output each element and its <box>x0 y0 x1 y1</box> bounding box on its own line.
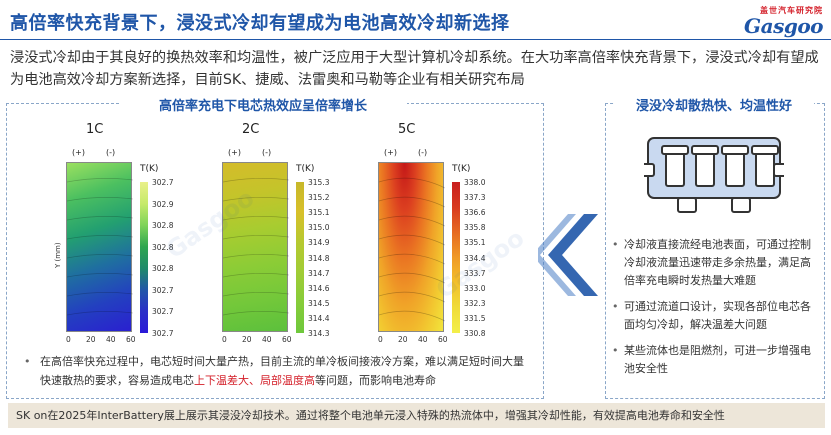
colorbar-tick-label: 302.7 <box>152 307 174 317</box>
colorbar-tick-label: 333.0 <box>464 283 486 293</box>
footer-bar: SK on在2025年InterBattery展上展示其浸没冷却技术。通过将整个… <box>8 403 825 428</box>
negative-terminal-label: (-) <box>262 148 272 157</box>
colorbar-tick-label: 302.7 <box>152 329 174 338</box>
positive-terminal-label: (+) <box>72 148 85 157</box>
x-tick-label: 20 <box>242 335 252 344</box>
colorbar-tick-label: 338.0 <box>464 178 486 187</box>
colorbar-tick-label: 302.8 <box>152 242 174 252</box>
x-tick-label: 0 <box>378 335 383 344</box>
left-bullet-text-b: 等问题，而影响电池寿命 <box>315 374 436 387</box>
left-panel-heading: 高倍率充电下电芯热效应呈倍率增长 <box>119 95 407 114</box>
page-title: 高倍率快充背景下，浸没式冷却有望成为电池高效冷却新选择 <box>10 13 510 34</box>
left-bullet-highlight: 上下温差大、局部温度高 <box>194 374 315 387</box>
colorbar-tick-label: 315.1 <box>308 208 330 218</box>
negative-terminal-label: (-) <box>106 148 116 157</box>
negative-terminal-label: (-) <box>418 148 428 157</box>
logo-subtitle: 盖世汽车研究院 <box>760 6 823 15</box>
colorbar-tick-label: 334.4 <box>464 253 486 263</box>
colorbar-tick-label: 333.7 <box>464 268 486 278</box>
heatmap-rate-label: 1C <box>86 122 104 137</box>
x-tick-label: 40 <box>106 335 116 344</box>
colorbar <box>452 182 460 333</box>
colorbar-tick-label: 302.7 <box>152 285 174 295</box>
heatmap-rate-label: 5C <box>398 122 416 137</box>
colorbar-tick-label: 337.3 <box>464 193 486 203</box>
colorbar-tick-label: 314.4 <box>308 313 330 323</box>
x-tick-label: 20 <box>86 335 96 344</box>
colorbar <box>140 182 148 333</box>
left-bullet-text-a: 在高倍率快充过程中，电芯短时间大量产热，目前主流的单冷板间接液冷方案，难以满足短… <box>40 355 524 387</box>
title-rule <box>0 39 831 40</box>
colorbar-tick-label: 315.3 <box>308 178 330 187</box>
colorbar-unit-label: T(K) <box>140 164 159 174</box>
colorbar-tick-label: 302.8 <box>152 221 174 231</box>
colorbar-tick-label: 314.5 <box>308 298 330 308</box>
colorbar-tick-label: 335.1 <box>464 238 486 248</box>
heatmap-rate-label: 2C <box>242 122 260 137</box>
colorbar-tick-label: 302.7 <box>152 178 174 187</box>
gasgoo-logo: 盖世汽车研究院 Gasgoo <box>731 5 823 39</box>
colorbar-tick-label: 330.8 <box>464 329 486 338</box>
x-tick-label: 0 <box>66 335 71 344</box>
x-tick-label: 40 <box>418 335 428 344</box>
temperature-field <box>66 162 133 332</box>
right-bullet-3: 某些流体也是阻燃剂，可进一步增强电池安全性 <box>612 342 820 378</box>
colorbar-tick-label: 314.3 <box>308 329 330 338</box>
x-tick-label: 40 <box>262 335 272 344</box>
right-bullet-2: 可通过流道口设计，实现各部位电芯各面均匀冷却，解决温差大问题 <box>612 298 820 334</box>
x-tick-label: 0 <box>222 335 227 344</box>
colorbar-tick-label: 315.0 <box>308 223 330 233</box>
chevron-left-arrow-icon <box>538 214 598 296</box>
right-panel-heading: 浸没冷却散热快、均温性好 <box>614 95 814 114</box>
x-tick-label: 60 <box>126 335 136 344</box>
x-tick-label: 20 <box>398 335 408 344</box>
y-axis-label: Y (mm) <box>54 242 62 268</box>
colorbar-tick-label: 314.6 <box>308 283 330 293</box>
left-bullet: 在高倍率快充过程中，电芯短时间大量产热，目前主流的单冷板间接液冷方案，难以满足短… <box>24 352 534 390</box>
colorbar-tick-label: 302.9 <box>152 199 174 209</box>
colorbar-tick-label: 332.3 <box>464 298 486 308</box>
right-bullet-1: 冷却液直接流经电池表面，可通过控制冷却液流量迅速带走多余热量，满足高倍率充电瞬时… <box>612 236 820 290</box>
colorbar-unit-label: T(K) <box>296 164 315 174</box>
logo-wordmark: Gasgoo <box>744 14 823 38</box>
colorbar-unit-label: T(K) <box>452 164 471 174</box>
colorbar-tick-label: 335.8 <box>464 223 486 233</box>
colorbar-tick-label: 314.7 <box>308 268 330 278</box>
colorbar-tick-label: 314.9 <box>308 238 330 248</box>
temperature-field <box>378 162 445 332</box>
colorbar-tick-label: 331.5 <box>464 313 486 323</box>
colorbar-tick-label: 314.8 <box>308 253 330 263</box>
temperature-field <box>222 162 289 332</box>
colorbar <box>296 182 304 333</box>
heatmap-panel: 5C (+) (-) 0 20 40 60 T(K) 338.0 337.3 336.6 335.8 3… <box>368 118 518 346</box>
colorbar-tick-label: 315.2 <box>308 193 330 203</box>
immersion-battery-icon <box>644 137 784 213</box>
x-tick-label: 60 <box>282 335 292 344</box>
positive-terminal-label: (+) <box>384 148 397 157</box>
x-tick-label: 60 <box>438 335 448 344</box>
heatmap-panel: 1C (+) (-) Y (mm) 0 20 40 60 T(K) 302.7 302.9 302.8… <box>54 118 206 346</box>
right-bullet-list: 冷却液直接流经电池表面，可通过控制冷却液流量迅速带走多余热量，满足高倍率充电瞬时… <box>612 236 820 386</box>
intro-paragraph: 浸没式冷却由于其良好的换热效率和均温性，被广泛应用于大型计算机冷却系统。在大功率… <box>10 50 819 88</box>
heatmap-panel: 2C (+) (-) 0 20 40 60 T(K) 315.3 315.2 315.1 315.0 3… <box>212 118 362 346</box>
positive-terminal-label: (+) <box>228 148 241 157</box>
colorbar-tick-label: 302.8 <box>152 264 174 274</box>
colorbar-tick-label: 336.6 <box>464 208 486 218</box>
